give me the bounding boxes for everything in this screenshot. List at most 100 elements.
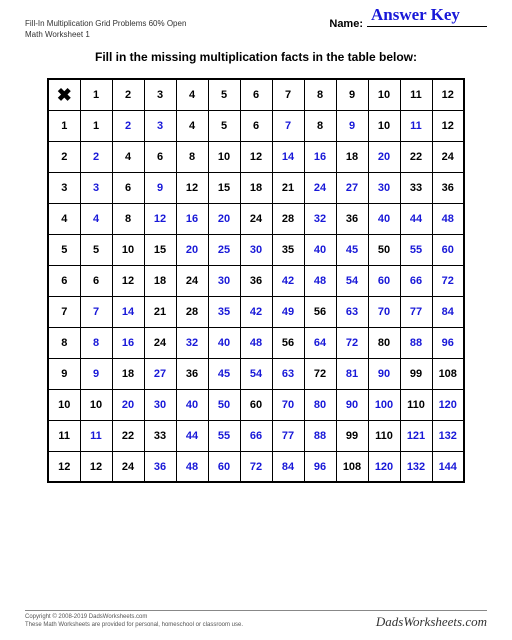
grid-cell: 40 — [208, 327, 240, 358]
grid-cell: 55 — [400, 234, 432, 265]
name-field: Name: Answer Key — [329, 18, 487, 30]
grid-cell: 11 — [80, 420, 112, 451]
grid-cell: 120 — [368, 451, 400, 482]
grid-cell: 48 — [432, 203, 464, 234]
grid-cell: 6 — [144, 141, 176, 172]
grid-cell: 32 — [176, 327, 208, 358]
grid-cell: 96 — [304, 451, 336, 482]
grid-cell: 10 — [80, 389, 112, 420]
col-header: 1 — [80, 79, 112, 110]
grid-cell: 24 — [240, 203, 272, 234]
grid-cell: 36 — [176, 358, 208, 389]
grid-corner: ✖ — [48, 79, 80, 110]
grid-cell: 12 — [176, 172, 208, 203]
grid-cell: 12 — [432, 110, 464, 141]
grid-cell: 2 — [112, 110, 144, 141]
grid-cell: 14 — [272, 141, 304, 172]
grid-cell: 5 — [208, 110, 240, 141]
grid-cell: 70 — [368, 296, 400, 327]
grid-cell: 4 — [176, 110, 208, 141]
grid-cell: 40 — [176, 389, 208, 420]
grid-cell: 77 — [272, 420, 304, 451]
grid-cell: 18 — [240, 172, 272, 203]
row-header: 6 — [48, 265, 80, 296]
grid-cell: 45 — [208, 358, 240, 389]
grid-cell: 48 — [176, 451, 208, 482]
grid-cell: 100 — [368, 389, 400, 420]
row-header: 12 — [48, 451, 80, 482]
grid-cell: 96 — [432, 327, 464, 358]
grid-cell: 36 — [240, 265, 272, 296]
grid-cell: 14 — [112, 296, 144, 327]
grid-cell: 4 — [112, 141, 144, 172]
grid-cell: 10 — [112, 234, 144, 265]
grid-cell: 18 — [144, 265, 176, 296]
grid-cell: 33 — [400, 172, 432, 203]
grid-cell: 24 — [432, 141, 464, 172]
grid-cell: 90 — [368, 358, 400, 389]
grid-cell: 144 — [432, 451, 464, 482]
grid-cell: 50 — [368, 234, 400, 265]
grid-cell: 27 — [144, 358, 176, 389]
grid-cell: 8 — [304, 110, 336, 141]
col-header: 7 — [272, 79, 304, 110]
col-header: 4 — [176, 79, 208, 110]
grid-cell: 42 — [272, 265, 304, 296]
grid-cell: 16 — [304, 141, 336, 172]
grid-cell: 110 — [400, 389, 432, 420]
grid-cell: 24 — [304, 172, 336, 203]
name-input-line[interactable]: Answer Key — [367, 26, 487, 27]
grid-cell: 20 — [112, 389, 144, 420]
col-header: 5 — [208, 79, 240, 110]
row-header: 7 — [48, 296, 80, 327]
col-header: 6 — [240, 79, 272, 110]
grid-cell: 80 — [368, 327, 400, 358]
grid-cell: 16 — [112, 327, 144, 358]
grid-cell: 88 — [304, 420, 336, 451]
row-header: 3 — [48, 172, 80, 203]
grid-cell: 6 — [240, 110, 272, 141]
grid-cell: 66 — [400, 265, 432, 296]
grid-cell: 132 — [400, 451, 432, 482]
instruction-text: Fill in the missing multiplication facts… — [25, 50, 487, 64]
grid-cell: 63 — [336, 296, 368, 327]
copyright-text: Copyright © 2008-2019 DadsWorksheets.com — [25, 614, 243, 622]
row-header: 8 — [48, 327, 80, 358]
grid-cell: 12 — [112, 265, 144, 296]
grid-cell: 27 — [336, 172, 368, 203]
grid-cell: 60 — [240, 389, 272, 420]
grid-cell: 36 — [432, 172, 464, 203]
grid-cell: 54 — [240, 358, 272, 389]
grid-cell: 54 — [336, 265, 368, 296]
grid-cell: 33 — [144, 420, 176, 451]
header-titles: Fill-In Multiplication Grid Problems 60%… — [25, 18, 186, 40]
grid-cell: 84 — [272, 451, 304, 482]
grid-cell: 10 — [368, 110, 400, 141]
grid-cell: 30 — [368, 172, 400, 203]
grid-cell: 20 — [176, 234, 208, 265]
grid-cell: 120 — [432, 389, 464, 420]
grid-cell: 6 — [80, 265, 112, 296]
grid-cell: 11 — [400, 110, 432, 141]
grid-cell: 40 — [304, 234, 336, 265]
grid-cell: 60 — [432, 234, 464, 265]
footer-left: Copyright © 2008-2019 DadsWorksheets.com… — [25, 614, 243, 630]
row-header: 5 — [48, 234, 80, 265]
row-header: 4 — [48, 203, 80, 234]
footer-note: These Math Worksheets are provided for p… — [25, 622, 243, 630]
footer-brand: DadsWorksheets.com — [376, 614, 487, 630]
grid-cell: 44 — [400, 203, 432, 234]
grid-cell: 121 — [400, 420, 432, 451]
col-header: 8 — [304, 79, 336, 110]
grid-cell: 12 — [80, 451, 112, 482]
grid-cell: 45 — [336, 234, 368, 265]
grid-cell: 48 — [240, 327, 272, 358]
grid-cell: 3 — [144, 110, 176, 141]
grid-cell: 8 — [80, 327, 112, 358]
grid-cell: 56 — [304, 296, 336, 327]
grid-cell: 2 — [80, 141, 112, 172]
grid-cell: 56 — [272, 327, 304, 358]
grid-cell: 28 — [272, 203, 304, 234]
grid-cell: 9 — [336, 110, 368, 141]
grid-cell: 72 — [336, 327, 368, 358]
